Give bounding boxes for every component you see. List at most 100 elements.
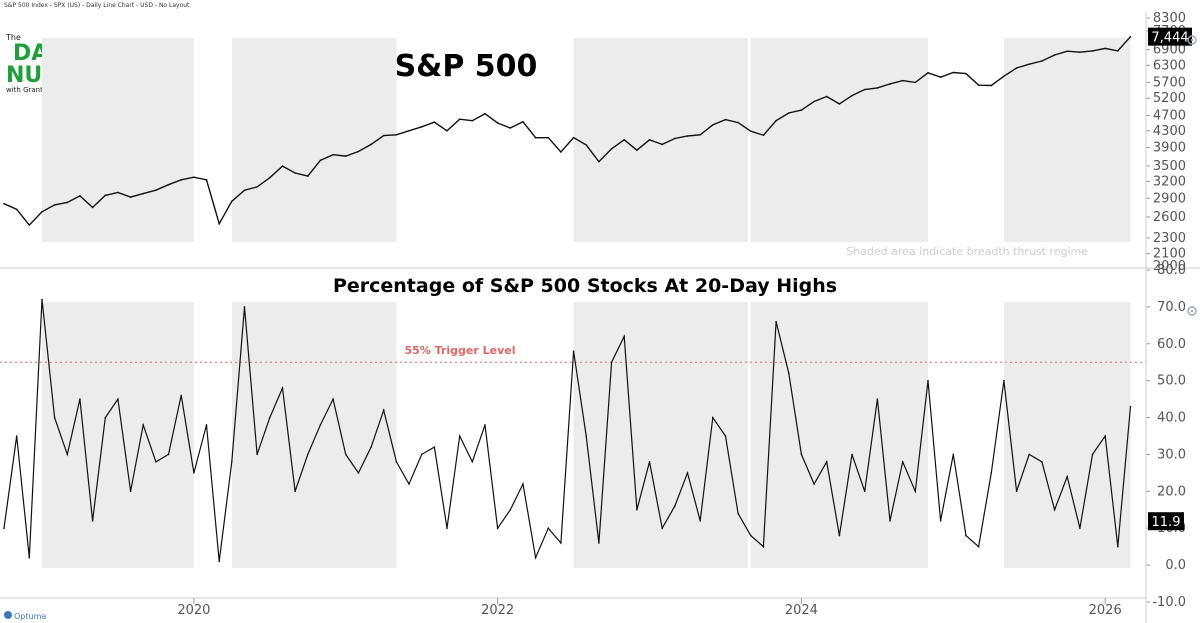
sp500-point [395,133,398,136]
breadth-point [787,372,790,375]
breadth-point [585,435,588,437]
breadth-point [661,527,663,530]
sp500-point [319,159,322,162]
sp500-point [180,179,183,181]
sp500-point [104,194,107,197]
sp500-point [661,143,663,146]
breadth-series [3,298,1132,563]
top-regime-band [1003,38,1131,242]
sp500-point [610,148,613,150]
breadth-point [939,520,942,522]
breadth-point [534,556,537,559]
top-y-axis: 8300770069006300570052004700430039003500… [1146,11,1192,274]
breadth-point [1104,435,1106,437]
sp500-point [636,149,638,151]
sp500-point [939,76,942,78]
breadth-point [104,416,107,419]
breadth-point [1079,527,1081,530]
sp500-point [1091,50,1094,52]
bottom-y-tick-label: 70.0 [1157,300,1186,315]
top-regime-band [573,38,748,242]
breadth-point [636,508,638,511]
top-panel-settings-icon[interactable] [1187,35,1197,45]
sp500-point [724,118,727,121]
breadth-point [977,545,980,548]
breadth-point [433,446,436,448]
breadth-point [737,512,739,515]
x-tick-label: 2022 [481,603,514,618]
breadth-point [699,520,701,522]
top-regime-band [41,38,194,242]
sp500-point [1053,54,1056,56]
top-regime-band [750,38,928,242]
top-last-value-badge [1148,27,1192,46]
breadth-point [231,461,233,463]
breadth-point [243,306,246,308]
breadth-point [471,461,474,463]
breadth-point [851,453,853,456]
breadth-point [1066,475,1069,478]
breadth-point [41,298,43,301]
top-y-tick-label: 3900 [1153,140,1186,155]
sp500-point [117,191,119,194]
bottom-y-tick-label: 80.0 [1157,263,1186,278]
sp500-point [231,200,233,203]
sp500-point [965,72,967,75]
breadth-point [395,461,398,463]
bottom-panel-settings-icon[interactable] [1187,306,1197,316]
top-y-tick-label: 6900 [1153,43,1186,58]
sp500-point [433,121,436,124]
sp500-point [813,100,815,103]
sp500-point [142,192,145,195]
top-y-tick-label: 2000 [1153,259,1186,274]
sp500-point [1104,47,1106,50]
top-y-tick-label: 5700 [1153,75,1186,90]
breadth-point [15,435,18,437]
breadth-point [53,416,56,419]
x-tick-label: 2024 [785,603,818,618]
breadth-point [484,424,486,426]
breadth-point [775,320,777,323]
sp500-point [269,176,271,179]
sp500-point [446,129,448,132]
sp500-point [712,124,714,126]
breadth-point [838,534,841,537]
sp500-price-series [3,35,1132,227]
sp500-point [585,144,588,146]
bottom-y-tick-label: 40.0 [1157,411,1186,426]
sp500-point [598,160,600,163]
breadth-point [914,490,917,493]
breadth-point [319,424,322,426]
breadth-point [965,534,967,537]
top-y-tick-label: 8300 [1153,11,1186,26]
sp500-point [889,83,891,85]
sp500-point [294,172,296,174]
top-regime-band [231,38,397,242]
breadth-point [357,472,360,474]
sp500-point [674,137,676,140]
chart-header-text: S&P 500 Index - SPX (US) - Daily Line Ch… [4,2,190,9]
breadth-point [306,453,309,456]
breadth-point [496,527,499,530]
breadth-point [724,435,727,437]
breadth-point [117,398,119,400]
sp500-point [3,202,5,205]
breadth-point [129,490,132,493]
sp500-point [560,151,562,153]
sp500-point [1028,63,1031,65]
sp500-point [686,135,689,137]
sp500-point [1015,67,1018,69]
bottom-last-value-label: 11.9 [1152,515,1181,530]
trigger-level: 55% Trigger Level [0,344,1146,363]
breadth-point [256,453,258,456]
top-y-tick-label: 2600 [1153,210,1186,225]
sp500-point [851,94,853,97]
sp500-point [344,155,347,157]
sp500-point [863,88,866,91]
sp500-point [800,109,803,111]
sp500-point [901,79,904,82]
breadth-point [193,472,195,474]
breadth-point [408,483,410,485]
breadth-point [28,556,31,559]
breadth-point [167,453,170,456]
